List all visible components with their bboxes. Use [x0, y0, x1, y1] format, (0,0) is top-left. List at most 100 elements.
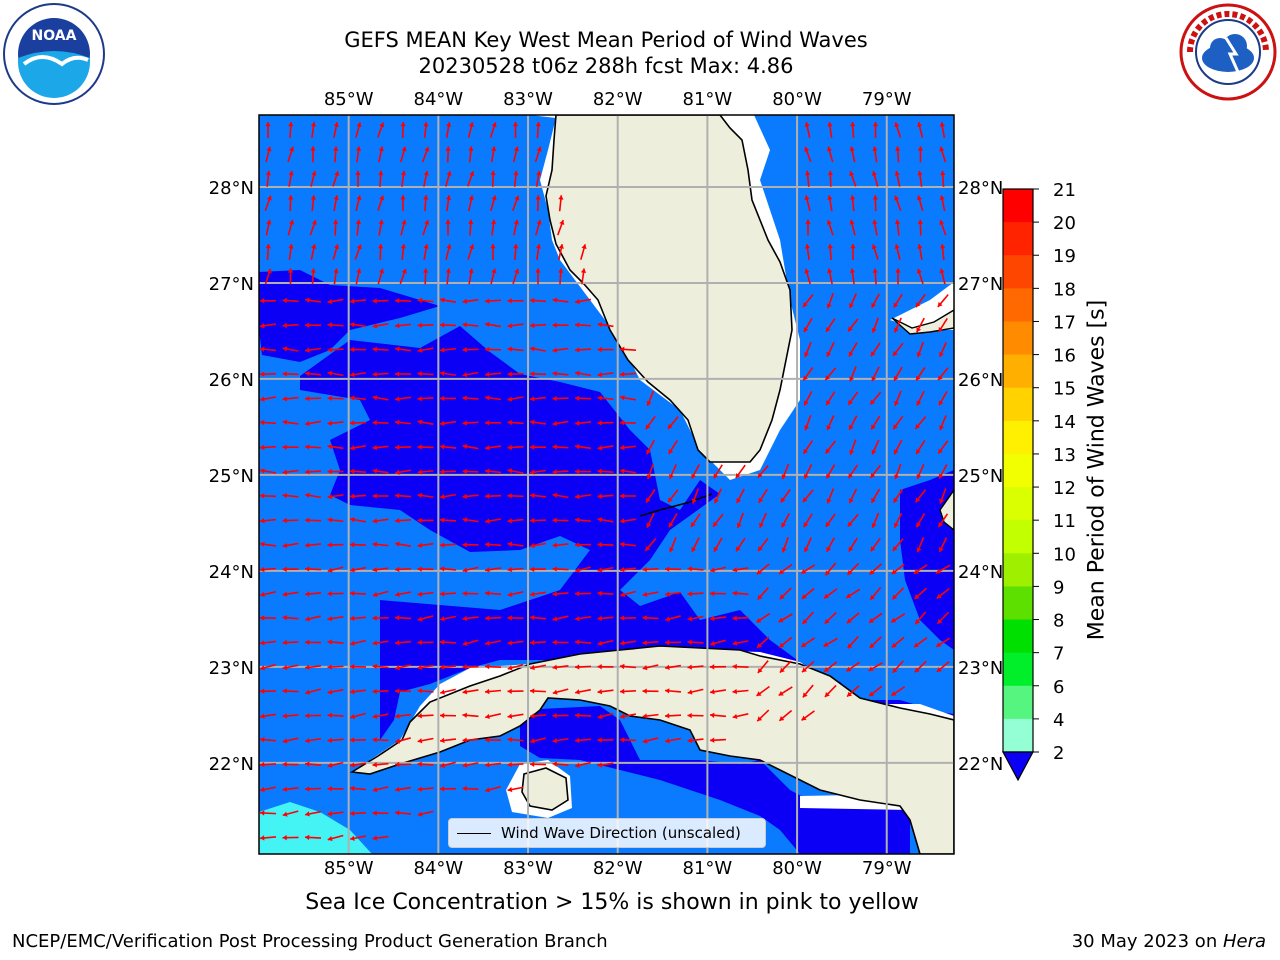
- wind-wave-arrowhead: [305, 444, 310, 450]
- wind-wave-arrowhead: [485, 663, 490, 670]
- wind-wave-arrowhead: [871, 449, 877, 455]
- wind-wave-arrowhead: [333, 195, 339, 200]
- wind-wave-arrowhead: [372, 468, 378, 474]
- wind-wave-arrowhead: [552, 616, 558, 622]
- wind-wave-arrowhead: [440, 322, 445, 328]
- wind-wave-arrowhead: [462, 785, 467, 792]
- wind-wave-arrowhead: [469, 171, 475, 177]
- wind-wave-arrowhead: [779, 569, 785, 574]
- wind-wave-arrowhead: [824, 618, 830, 624]
- wind-wave-arrowhead: [485, 762, 490, 768]
- wind-wave-arrowhead: [350, 762, 355, 768]
- map-title-line1: GEFS MEAN Key West Mean Period of Wind W…: [344, 28, 868, 52]
- wind-wave-arrowhead: [758, 497, 764, 503]
- wind-wave-arrowhead: [422, 268, 429, 273]
- wind-wave-arrowhead: [826, 546, 832, 552]
- wind-wave-arrowhead: [665, 591, 670, 597]
- lon-tick-label-bottom: 83°W: [503, 858, 553, 879]
- wind-wave-arrowhead: [395, 591, 400, 597]
- wind-wave-arrowhead: [804, 352, 810, 358]
- map-frame: [258, 114, 955, 855]
- wind-wave-arrowhead: [894, 400, 900, 406]
- wind-wave-arrowhead: [462, 542, 467, 548]
- wind-wave-arrowhead: [803, 522, 809, 528]
- wind-wave-arrowhead: [847, 521, 853, 527]
- wind-wave-arrowhead: [462, 395, 467, 401]
- wind-wave-arrowhead: [895, 268, 901, 273]
- colorbar-label: Mean Period of Wind Waves [s]: [1084, 299, 1110, 641]
- wind-wave-arrowhead: [575, 444, 580, 450]
- wind-wave-arrowhead: [558, 268, 564, 273]
- wind-wave-arrowhead: [372, 323, 378, 329]
- wind-wave-arrowhead: [282, 469, 288, 475]
- lon-tick-label-top: 84°W: [414, 89, 464, 110]
- wind-wave-arrowhead: [939, 220, 945, 225]
- wind-wave-arrowhead: [825, 448, 831, 454]
- wind-wave-arrowhead: [847, 570, 853, 575]
- wind-wave-arrowhead: [327, 370, 333, 376]
- wind-wave-arrowhead: [668, 497, 673, 503]
- wind-wave-arrowhead: [305, 347, 310, 353]
- wind-wave-arrowhead: [757, 642, 762, 648]
- wind-wave-arrowhead: [916, 375, 921, 381]
- wind-wave-arrowhead: [891, 691, 897, 696]
- wind-wave-arrowhead: [462, 712, 467, 718]
- wind-wave-arrowhead: [327, 786, 332, 792]
- wind-wave-arrowhead: [417, 297, 423, 304]
- wind-wave-arrowhead: [871, 244, 877, 250]
- wind-wave-arrowhead: [514, 268, 520, 274]
- wind-wave-arrowhead: [917, 244, 923, 249]
- wind-wave-arrowhead: [667, 423, 673, 429]
- footer-right: 30 May 2023 on Hera: [1072, 931, 1266, 952]
- wind-wave-arrowhead: [440, 542, 445, 548]
- wind-wave-arrowhead: [507, 323, 513, 329]
- wind-wave-arrowhead: [282, 371, 287, 377]
- colorbar-swatch: [1003, 420, 1033, 455]
- wind-wave-arrowhead: [372, 493, 377, 499]
- wind-wave-arrowhead: [826, 146, 833, 152]
- colorbar-tick-label: 2: [1053, 743, 1064, 764]
- wind-wave-arrowhead: [372, 810, 377, 816]
- wind-wave-arrowhead: [507, 566, 512, 573]
- wind-wave-arrowhead: [469, 244, 475, 250]
- colorbar-tick-label: 11: [1053, 511, 1076, 532]
- wind-wave-arrowhead: [305, 786, 310, 792]
- wind-wave-arrowhead: [710, 567, 715, 573]
- wind-wave-arrowhead: [350, 395, 355, 401]
- wind-wave-arrowhead: [530, 566, 535, 572]
- wind-wave-arrowhead: [485, 445, 490, 451]
- wind-wave-arrowhead: [804, 146, 810, 152]
- wind-wave-arrowhead: [645, 545, 651, 551]
- wind-wave-arrowhead: [462, 762, 468, 768]
- wind-wave-arrowhead: [462, 664, 467, 670]
- wind-wave-arrowhead: [260, 761, 265, 768]
- wind-wave-arrowhead: [552, 370, 558, 377]
- colorbar: 21 20 19 18 17 16 15 14 13 12 11 10 9 8 7 6 4 2: [1001, 180, 1076, 782]
- wind-wave-arrowhead: [597, 737, 602, 743]
- wind-wave-arrowhead: [417, 713, 422, 719]
- wind-wave-arrowhead: [691, 498, 697, 504]
- wind-wave-arrowhead: [462, 615, 468, 622]
- wind-wave-arrowhead: [552, 469, 557, 475]
- lon-tick-label-top: 79°W: [862, 89, 912, 110]
- wind-wave-arrowhead: [462, 590, 467, 597]
- wind-wave-arrowhead: [848, 424, 854, 430]
- colorbar-tick-label: 17: [1053, 312, 1076, 333]
- wind-wave-arrowhead: [400, 122, 406, 127]
- wind-wave-arrowhead: [485, 395, 490, 401]
- axis-labels: 85°W 85°W 84°W 84°W 83°W 83°W 82°W 82°W 81°W 81°W…: [209, 89, 1004, 879]
- wind-wave-arrowhead: [350, 737, 355, 743]
- legend-line-icon: [457, 832, 491, 834]
- wind-wave-arrowhead: [395, 322, 400, 329]
- wind-wave-arrowhead: [687, 737, 693, 744]
- wind-wave-arrowhead: [687, 664, 692, 670]
- wind-wave-arrowhead: [507, 444, 512, 451]
- wind-wave-arrowhead: [894, 195, 900, 201]
- wind-wave-arrowhead: [350, 567, 355, 573]
- wind-wave-arrowhead: [446, 171, 452, 176]
- wind-wave-arrowhead: [938, 400, 944, 406]
- wind-wave-arrowhead: [265, 170, 272, 176]
- wind-wave-arrowhead: [872, 195, 879, 200]
- wind-wave-arrowhead: [372, 395, 378, 401]
- wind-wave-arrowhead: [530, 371, 535, 377]
